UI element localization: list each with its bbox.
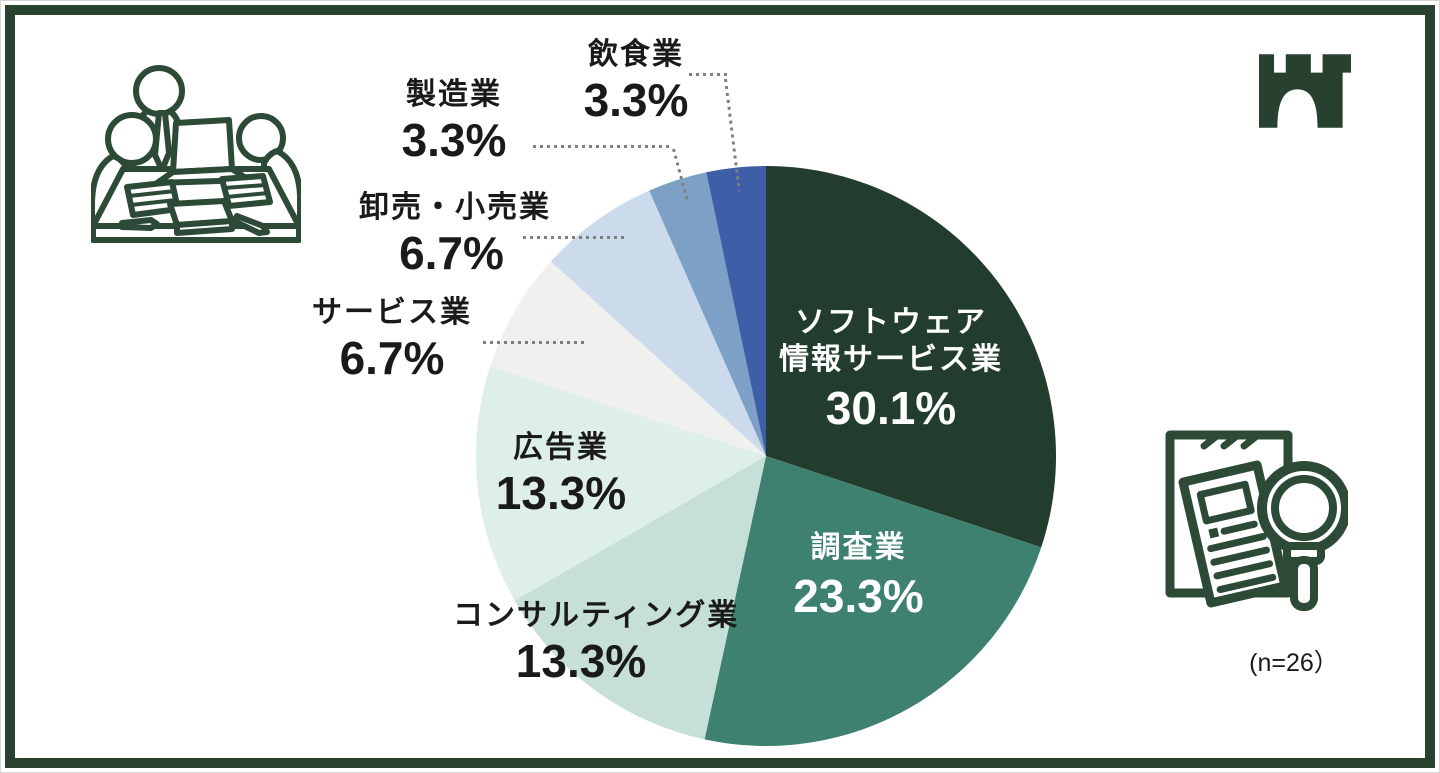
segment-label: サービス業 — [312, 296, 472, 329]
pie-segment-1 — [704, 456, 1042, 746]
label-kokokugyo: 広告業 13.3% — [481, 427, 641, 517]
segment-label-line1: ソフトウェア — [795, 306, 987, 339]
pie-segment-3 — [476, 366, 766, 601]
segment-label: 卸売・小売業 — [359, 191, 551, 224]
pie-segment-6 — [649, 172, 766, 456]
pie-segment-4 — [490, 261, 766, 456]
label-chosagyo: 調査業 23.3% — [771, 529, 946, 620]
meeting-table-illustration-icon — [91, 65, 301, 243]
segment-percent: 23.3% — [793, 570, 924, 622]
sample-size-note: (n=26） — [1249, 649, 1339, 677]
segment-label-line2: 情報サービス業 — [779, 343, 1003, 376]
label-inshokugyo: 飲食業 3.3% — [556, 34, 716, 124]
leader-line-inshoku — [689, 73, 727, 76]
segment-percent: 6.7% — [399, 227, 504, 279]
segment-label: 飲食業 — [588, 38, 684, 71]
castle-logo-icon — [1259, 54, 1351, 128]
segment-percent: 30.1% — [825, 382, 957, 434]
industry-pie-chart — [476, 166, 1056, 746]
label-oroshiuri-kourigyo: 卸売・小売業 6.7% — [359, 187, 551, 279]
segment-percent: 13.3% — [495, 467, 627, 519]
segment-percent: 6.7% — [339, 332, 445, 384]
segment-label: コンサルティング業 — [453, 599, 740, 632]
segment-label: 調査業 — [810, 531, 907, 564]
label-software-joho-service: ソフトウェア 情報サービス業 30.1% — [776, 304, 1006, 432]
segment-percent: 13.3% — [515, 635, 647, 687]
pie-segment-2 — [514, 456, 766, 740]
label-seizogyo: 製造業 3.3% — [379, 74, 529, 164]
segment-percent: 3.3% — [401, 114, 507, 166]
leader-line-service — [483, 341, 585, 344]
label-consulting: コンサルティング業 13.3% — [453, 595, 740, 687]
leader-line-oroshiuri — [523, 236, 625, 239]
document-magnifier-illustration-icon — [1165, 430, 1348, 611]
leader-line-seizo — [533, 145, 671, 148]
segment-label: 広告業 — [513, 431, 609, 464]
segment-label: 製造業 — [406, 78, 502, 111]
segment-percent: 3.3% — [583, 74, 689, 126]
pie-segment-7 — [706, 166, 766, 456]
pie-segment-0 — [766, 166, 1056, 548]
label-servicegyo: サービス業 6.7% — [312, 292, 472, 382]
pie-segment-5 — [550, 190, 766, 456]
